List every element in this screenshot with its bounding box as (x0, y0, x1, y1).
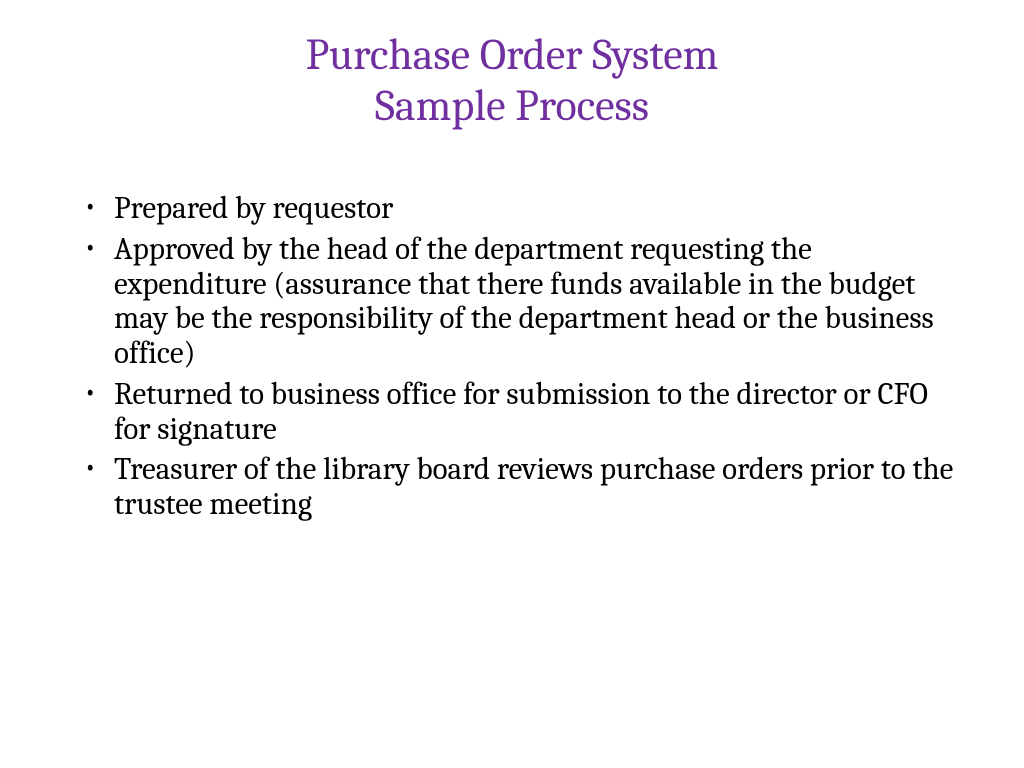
bullet-item: Prepared by requestor (70, 191, 954, 226)
title-line-2: Sample Process (70, 81, 954, 132)
bullet-item: Treasurer of the library board reviews p… (70, 452, 954, 521)
bullet-item: Returned to business office for submissi… (70, 377, 954, 446)
slide-title: Purchase Order System Sample Process (70, 30, 954, 131)
bullet-item: Approved by the head of the department r… (70, 232, 954, 371)
bullet-list: Prepared by requestor Approved by the he… (70, 191, 954, 521)
title-line-1: Purchase Order System (70, 30, 954, 81)
slide: Purchase Order System Sample Process Pre… (0, 0, 1024, 768)
